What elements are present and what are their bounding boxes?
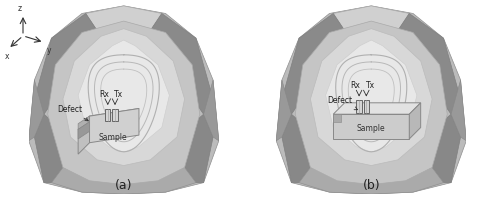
- Polygon shape: [299, 168, 444, 194]
- Polygon shape: [34, 114, 70, 183]
- Polygon shape: [78, 116, 90, 129]
- Polygon shape: [177, 114, 213, 183]
- Text: Rx: Rx: [99, 89, 109, 99]
- Polygon shape: [78, 122, 90, 139]
- Text: (a): (a): [115, 179, 132, 192]
- Text: (b): (b): [362, 179, 380, 192]
- Polygon shape: [34, 13, 104, 114]
- Polygon shape: [78, 40, 170, 152]
- Text: Sample: Sample: [357, 124, 386, 133]
- Polygon shape: [333, 114, 341, 122]
- FancyBboxPatch shape: [364, 100, 369, 113]
- Text: Tx: Tx: [114, 89, 124, 99]
- FancyBboxPatch shape: [356, 100, 362, 113]
- Polygon shape: [204, 80, 219, 141]
- Polygon shape: [52, 168, 196, 194]
- Polygon shape: [78, 109, 139, 129]
- Polygon shape: [451, 80, 466, 141]
- Polygon shape: [390, 13, 460, 114]
- Polygon shape: [48, 21, 200, 185]
- Polygon shape: [282, 114, 318, 183]
- Text: Rx: Rx: [350, 81, 360, 90]
- Text: Defect: Defect: [328, 96, 358, 110]
- FancyBboxPatch shape: [112, 109, 117, 121]
- Polygon shape: [63, 29, 184, 166]
- Polygon shape: [276, 80, 291, 141]
- Polygon shape: [90, 109, 139, 143]
- Polygon shape: [282, 13, 352, 114]
- Polygon shape: [276, 6, 466, 194]
- Polygon shape: [295, 21, 448, 185]
- Text: y: y: [47, 46, 52, 55]
- Polygon shape: [333, 103, 420, 114]
- Polygon shape: [143, 13, 213, 114]
- Polygon shape: [424, 114, 460, 183]
- Text: Sample: Sample: [98, 133, 126, 143]
- Polygon shape: [310, 29, 432, 166]
- Text: Tx: Tx: [366, 81, 374, 90]
- Polygon shape: [410, 103, 420, 139]
- Polygon shape: [333, 114, 409, 139]
- Polygon shape: [28, 80, 44, 141]
- Polygon shape: [78, 116, 90, 154]
- FancyBboxPatch shape: [105, 109, 110, 121]
- Text: Defect: Defect: [57, 105, 88, 121]
- Polygon shape: [333, 6, 409, 42]
- Polygon shape: [86, 6, 162, 42]
- Polygon shape: [28, 6, 219, 194]
- Text: z: z: [18, 4, 21, 13]
- Text: x: x: [4, 52, 9, 61]
- Polygon shape: [326, 40, 417, 152]
